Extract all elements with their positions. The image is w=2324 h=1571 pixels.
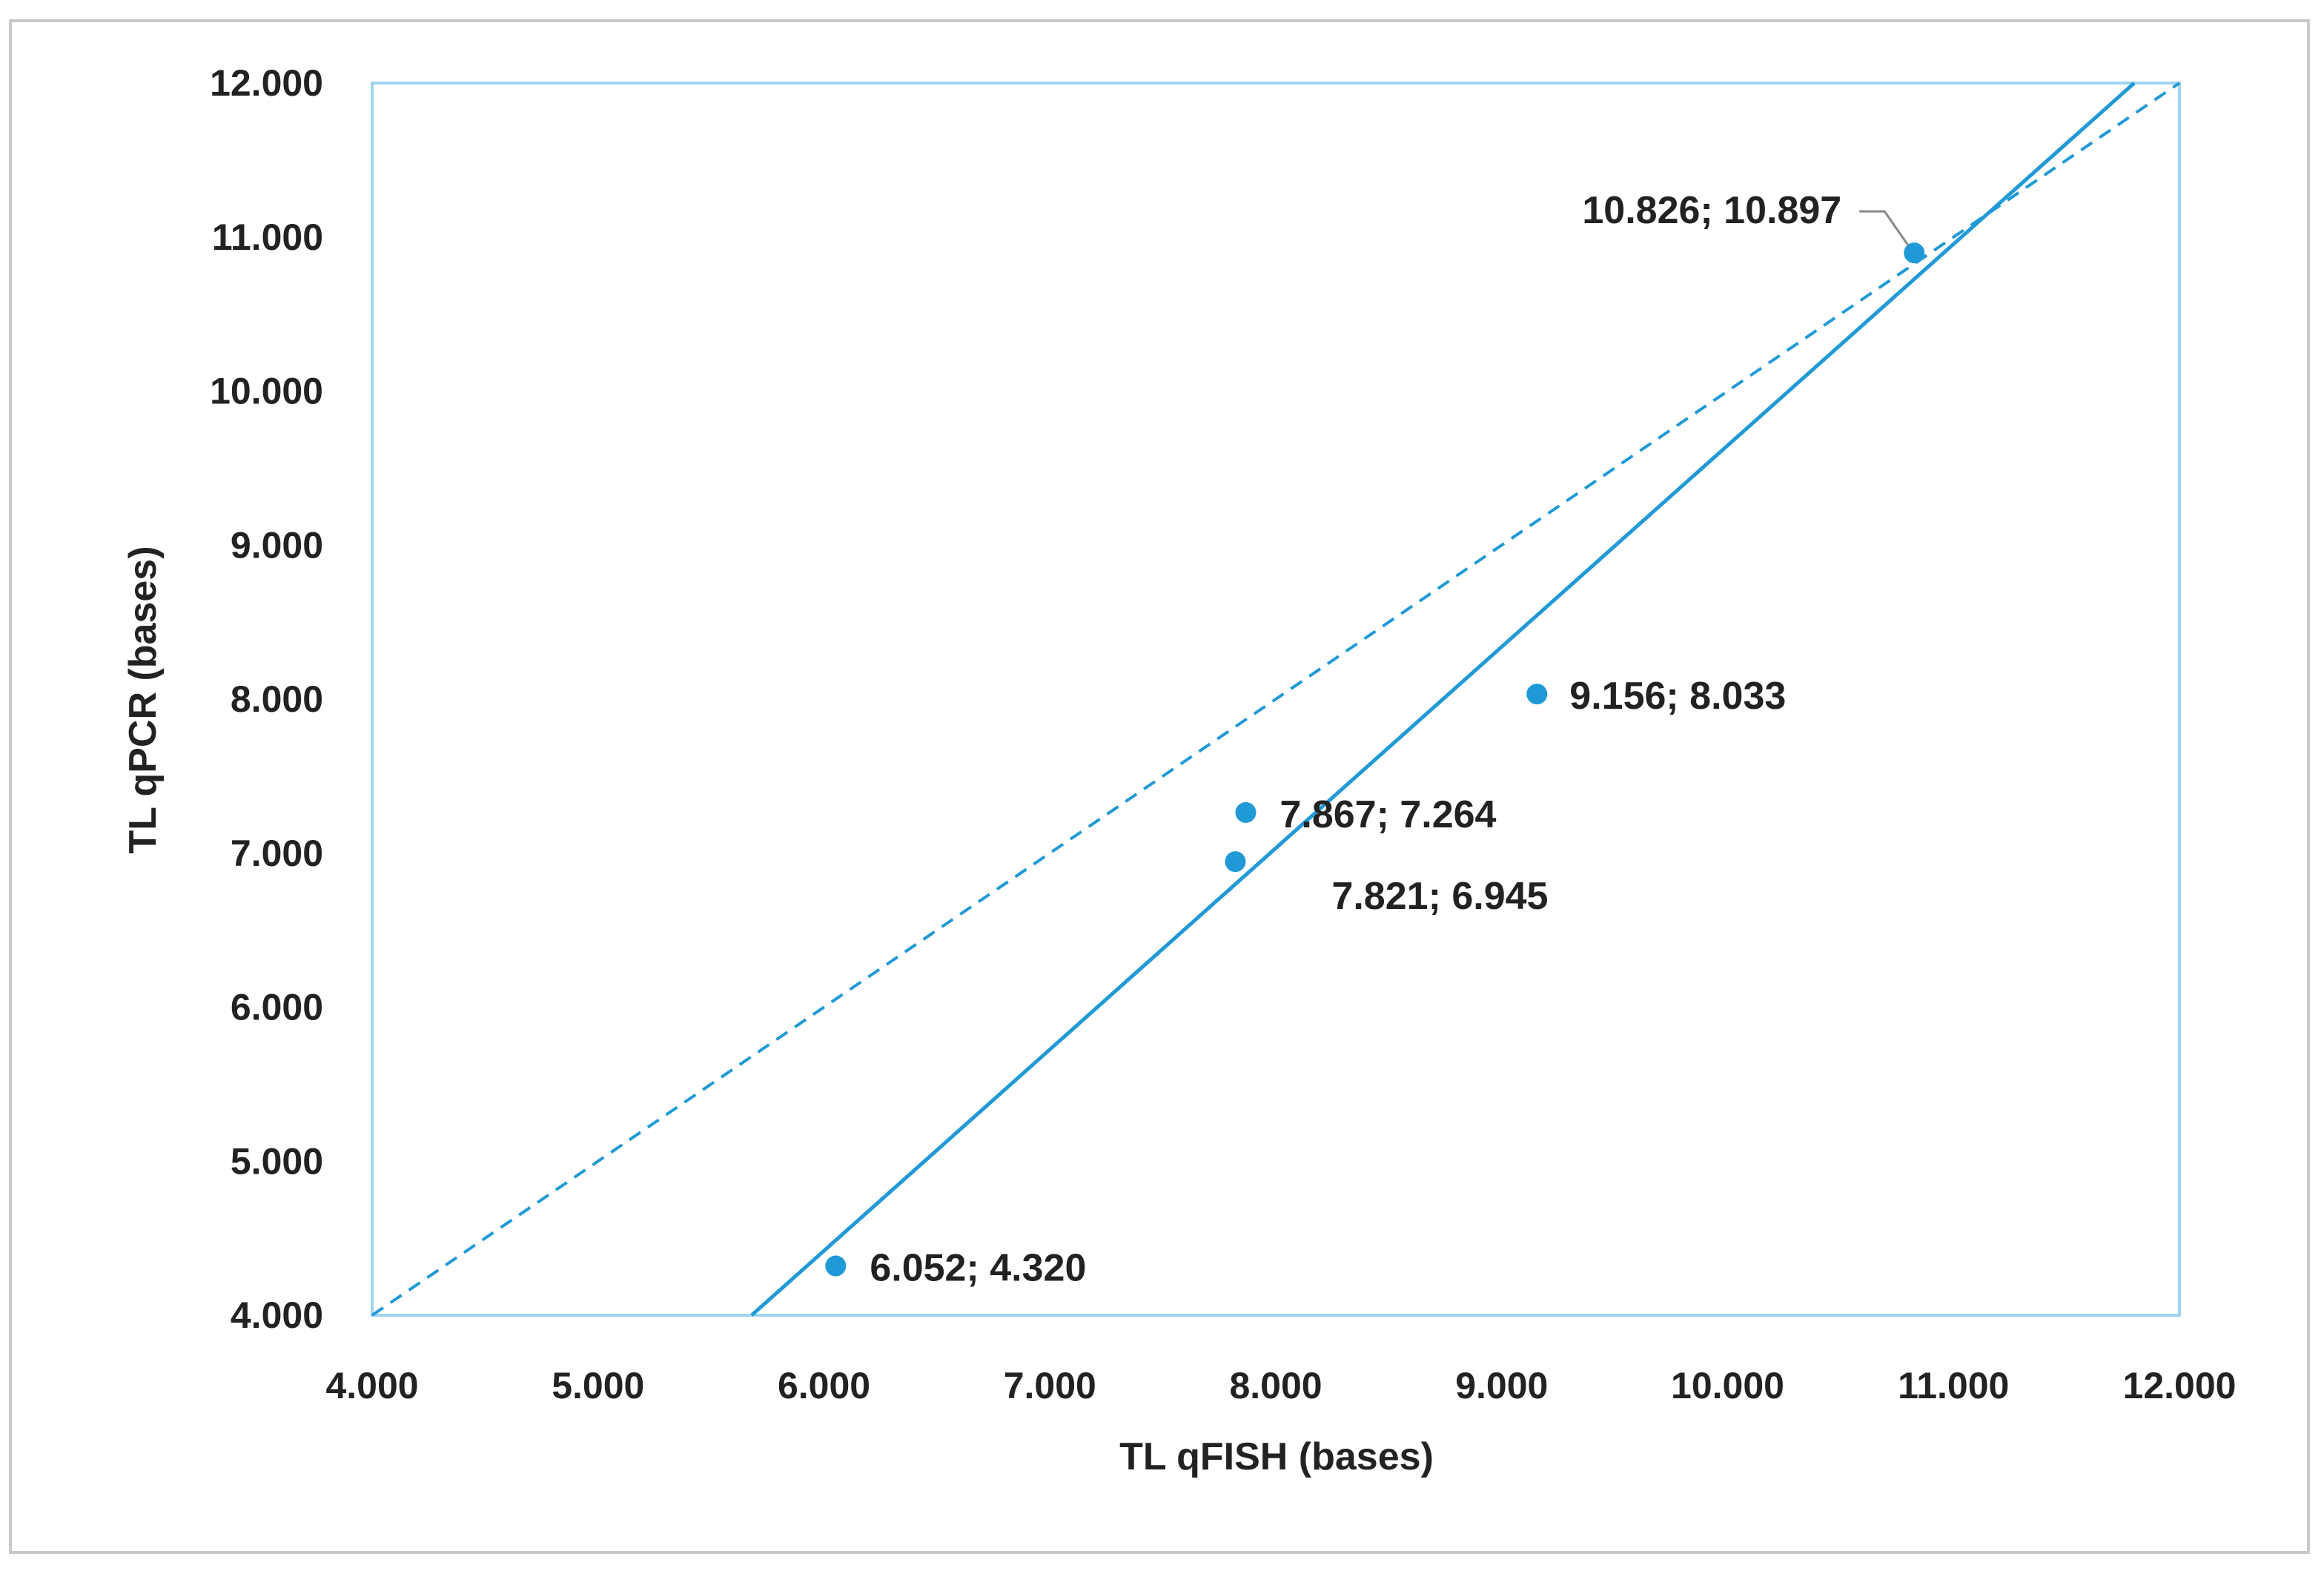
x-tick-label: 4.000 [325, 1365, 418, 1406]
y-tick-label: 10.000 [210, 371, 323, 412]
x-tick-label: 11.000 [1898, 1365, 2009, 1406]
identity-line-dashed [371, 82, 2181, 1317]
x-tick-label: 10.000 [1671, 1365, 1784, 1406]
label-leader-line [1859, 210, 1910, 247]
data-label: 9.156; 8.033 [1569, 675, 1786, 718]
y-tick-label: 12.000 [210, 62, 323, 104]
data-point [1904, 242, 1925, 264]
y-tick-label: 7.000 [231, 833, 323, 874]
y-tick-label: 5.000 [231, 1140, 323, 1182]
data-label: 6.052; 4.320 [870, 1247, 1086, 1290]
x-axis-ticks: 4.000 5.000 6.000 7.000 8.000 9.000 10.000 11.0… [325, 1365, 2236, 1406]
y-tick-label: 4.000 [231, 1294, 323, 1336]
chart-outer-border [9, 19, 2310, 1554]
y-tick-label: 9.000 [231, 524, 323, 566]
data-point [825, 1255, 847, 1277]
data-labels: 6.052; 4.320 7.821; 6.945 7.867; 7.264 9.15… [870, 189, 1910, 1290]
x-tick-label: 8.000 [1229, 1365, 1322, 1406]
data-label: 7.867; 7.264 [1279, 793, 1496, 836]
data-label: 10.826; 10.897 [1582, 189, 1841, 232]
data-label: 7.821; 6.945 [1331, 875, 1548, 918]
x-tick-label: 5.000 [552, 1365, 644, 1406]
x-tick-label: 6.000 [778, 1365, 870, 1406]
y-tick-label: 6.000 [231, 987, 323, 1028]
y-axis-ticks: 4.000 5.000 6.000 7.000 8.000 9.000 10.000 11.0… [210, 62, 323, 1336]
data-point [1526, 684, 1548, 705]
y-tick-label: 11.000 [212, 216, 323, 258]
regression-line [750, 82, 2136, 1317]
data-point [1235, 801, 1257, 823]
data-point [1225, 851, 1246, 873]
data-points [825, 242, 1925, 1277]
x-tick-label: 7.000 [1004, 1365, 1096, 1406]
trend-lines [371, 82, 2181, 1317]
x-tick-label: 12.000 [2123, 1365, 2237, 1406]
x-tick-label: 9.000 [1455, 1365, 1548, 1406]
y-axis-title: TL qPCR (bases) [122, 546, 165, 853]
plot-area-frame [371, 82, 2181, 1317]
y-tick-label: 8.000 [231, 678, 323, 720]
x-axis-title: TL qFISH (bases) [1119, 1435, 1434, 1478]
